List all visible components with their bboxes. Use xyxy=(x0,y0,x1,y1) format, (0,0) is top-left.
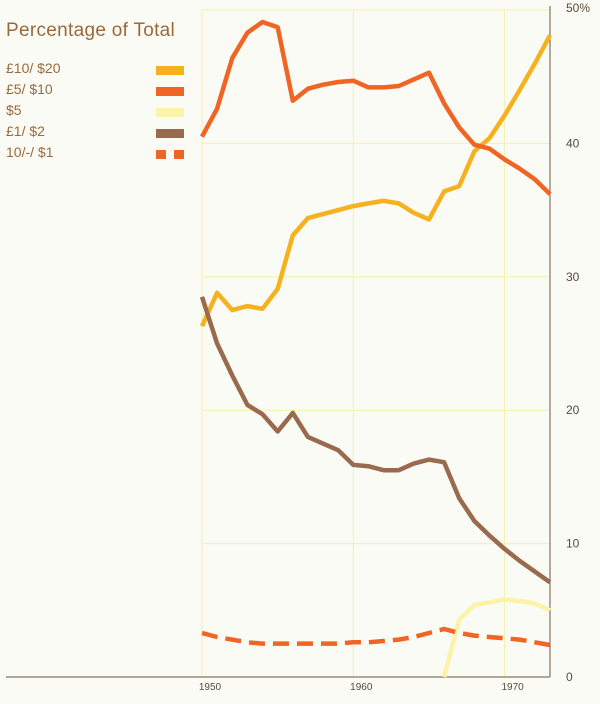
legend-swatch xyxy=(156,108,184,117)
legend-swatch xyxy=(156,150,184,159)
series-line-5 xyxy=(201,626,551,648)
chart-title: Percentage of Total xyxy=(6,20,176,41)
legend-label: £1/ $2 xyxy=(6,123,45,139)
y-tick-label: 10 xyxy=(566,537,580,551)
y-tick-label: 20 xyxy=(566,403,580,417)
series-line-2 xyxy=(200,19,552,196)
series-lines xyxy=(199,19,552,678)
series-line-3 xyxy=(441,597,551,678)
legend-label: £10/ $20 xyxy=(6,60,61,76)
legend-swatch xyxy=(156,129,184,138)
legend-item: £10/ $20 xyxy=(6,60,196,81)
y-tick-label: 50% xyxy=(566,1,590,15)
legend-item: 10/-/ $1 xyxy=(6,144,196,165)
legend-label: 10/-/ $1 xyxy=(6,144,54,160)
x-tick-label: 1960 xyxy=(350,682,373,693)
legend-dash xyxy=(156,150,166,159)
x-tick-label: 1950 xyxy=(199,682,222,693)
tick-labels: 0 10 20 30 40 50% 1950 1960 1970 xyxy=(199,1,590,693)
series-line-1 xyxy=(199,34,552,328)
y-tick-label: 30 xyxy=(566,270,580,284)
legend-label: $5 xyxy=(6,102,22,118)
y-tick-label: 0 xyxy=(566,670,573,684)
legend-label: £5/ $10 xyxy=(6,81,53,97)
y-tick-label: 40 xyxy=(566,136,580,150)
series-line-4 xyxy=(199,296,552,585)
legend-swatch xyxy=(156,87,184,96)
legend: £10/ $20 £5/ $10 $5 £1/ $2 10/-/ $1 xyxy=(6,60,196,165)
legend-swatch xyxy=(156,66,184,75)
legend-dash xyxy=(174,150,184,159)
legend-item: £5/ $10 xyxy=(6,81,196,102)
legend-item: £1/ $2 xyxy=(6,123,196,144)
x-tick-label: 1970 xyxy=(501,682,524,693)
axes xyxy=(6,6,551,678)
grid xyxy=(201,9,550,677)
legend-item: $5 xyxy=(6,102,196,123)
